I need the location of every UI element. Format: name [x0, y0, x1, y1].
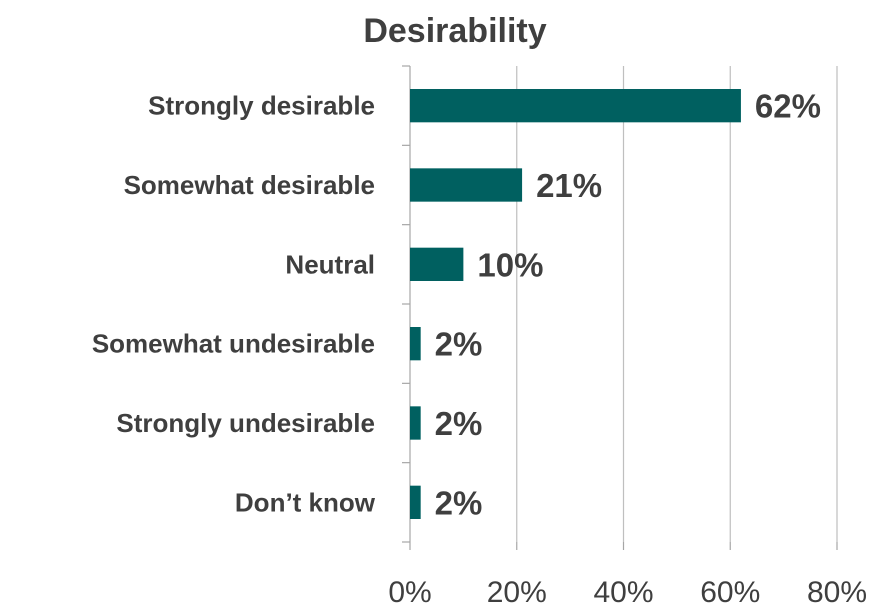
- x-tick-label: 40%: [593, 576, 653, 605]
- category-label: Somewhat desirable: [124, 170, 375, 200]
- category-label: Strongly undesirable: [116, 408, 375, 438]
- data-label: 10%: [477, 246, 543, 283]
- gridlines: [516, 66, 838, 542]
- labels: 0% 20% 40% 60% 80% Strongly desirable 62% Somew…: [92, 88, 867, 605]
- data-label: 2%: [435, 326, 483, 363]
- x-tick-label: 80%: [807, 576, 867, 605]
- bar: [410, 168, 523, 202]
- axes: [402, 65, 838, 550]
- category-label: Neutral: [285, 249, 375, 279]
- bar: [410, 406, 421, 440]
- category-label: Strongly desirable: [148, 91, 375, 121]
- data-label: 21%: [536, 167, 602, 204]
- chart-title: Desirability: [363, 12, 546, 50]
- bar: [410, 485, 421, 519]
- x-tick-label: 60%: [700, 576, 760, 605]
- x-tick-label: 0%: [388, 576, 431, 605]
- category-label: Somewhat undesirable: [92, 329, 375, 359]
- x-tick-label: 20%: [487, 576, 547, 605]
- data-label: 62%: [755, 88, 821, 125]
- bar: [410, 327, 421, 361]
- bars: [410, 89, 741, 519]
- data-label: 2%: [435, 484, 483, 521]
- category-label: Don’t know: [235, 487, 376, 517]
- bar: [410, 247, 464, 281]
- bar: [410, 89, 741, 123]
- data-label: 2%: [435, 405, 483, 442]
